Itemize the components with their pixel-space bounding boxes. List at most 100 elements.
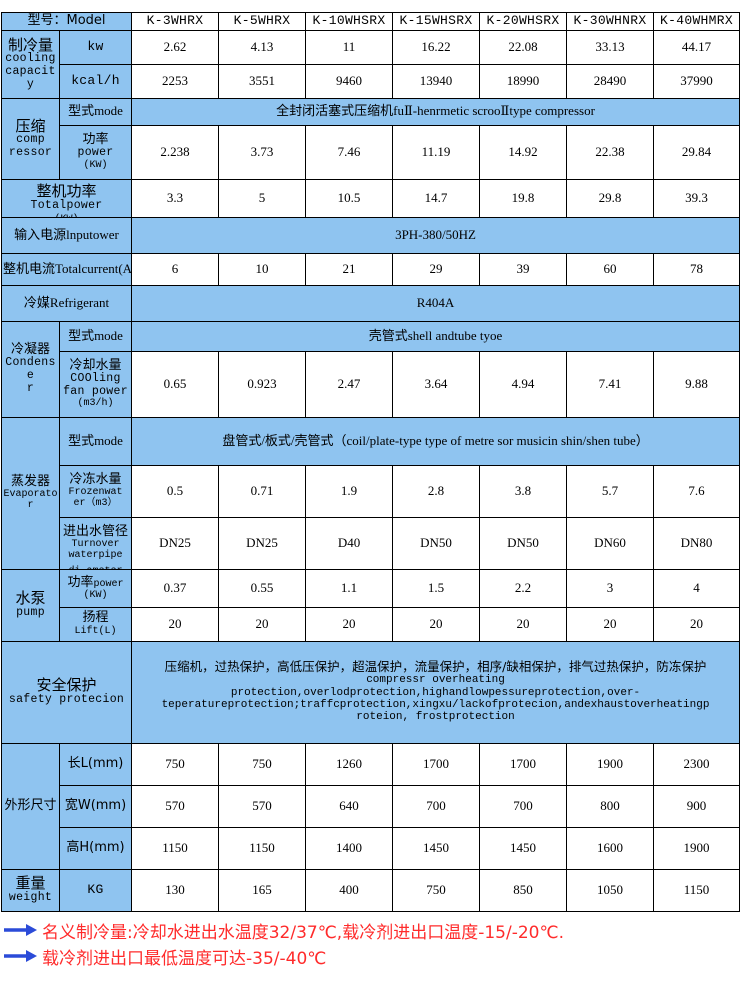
pump-power-2: 0.55 (218, 568, 307, 608)
evaporator-frozen-1: 0.5 (131, 464, 220, 518)
cooling-kcal-6: 28490 (566, 63, 655, 99)
pump-power-label: 功率power (KW) (58, 568, 133, 608)
pump-lift-label-en: Lift(L) (74, 625, 117, 637)
evaporator-pipe-label-en3: di ameter (61, 566, 131, 568)
evaporator-mode-label: 型式mode (58, 416, 133, 466)
total-current-label: 整机电流Totalcurrent(A) (0, 252, 133, 286)
total-current-3: 21 (305, 252, 394, 286)
table-row-total-power: 整机功率 Totalpower (KW) 3.3 5 10.5 14.7 19.… (0, 178, 740, 218)
pump-power-3: 1.1 (305, 568, 394, 608)
evaporator-pipe-label-en2: waterpipe (68, 550, 123, 562)
table-row-cooling-kcal: kcal/h 2253 3551 9460 13940 18990 28490 … (2, 63, 740, 99)
condenser-water-label-unit: (m3/h) (77, 398, 114, 410)
cooling-kw-2: 4.13 (218, 29, 307, 65)
evaporator-frozen-label: 冷冻水量 Frozenwat er（m3） (58, 464, 133, 518)
weight-7: 1150 (653, 868, 740, 912)
table-row-evaporator-mode: 蒸发器 Evaporato r 型式mode 盘管式/板式/壳管式（coil/p… (1, 416, 740, 570)
cooling-unit-kw: kw (58, 29, 133, 65)
footnote-text-2: 载冷剂进出口最低温度可达-35/-40℃ (42, 948, 327, 969)
total-current-7: 78 (653, 252, 740, 286)
safety-text-en-2: protection,overlodprotection,highandlowp… (230, 686, 641, 699)
compressor-mode-value: 全封闭活塞式压缩机fuⅡ-henrmetic scrooⅡtype compre… (131, 97, 740, 126)
dimension-height-2: 1150 (218, 826, 307, 870)
table-row-dimension-length: 外形尺寸 长L(mm) 750 750 1260 1700 1700 1900 … (1, 742, 740, 870)
footnote-row-1: 名义制冷量:冷却水进出水温度32/37℃,载冷剂进出口温度-15/-20℃. (4, 918, 740, 943)
refrigerant-value: R404A (131, 284, 740, 322)
condenser-label-cn: 冷凝器 (10, 341, 50, 357)
dimension-length-1: 750 (131, 742, 220, 786)
pump-power-1: 0.37 (131, 568, 220, 608)
compressor-label-cn: 压缩 (15, 116, 46, 135)
evaporator-pipe-label: 进出水管径 Turnover waterpipe di ameter (58, 516, 133, 570)
table-row-pump-lift: 扬程 Lift(L) 20 20 20 20 20 20 20 (2, 606, 740, 642)
model-cell-6: K-30WHNRX (566, 12, 655, 31)
input-power-value: 3PH-380/50HZ (131, 216, 740, 254)
weight-4: 750 (392, 868, 481, 912)
dimension-height-5: 1450 (479, 826, 568, 870)
condenser-water-label-en2: fan power (63, 384, 128, 398)
evaporator-pipe-5: DN50 (479, 516, 568, 570)
evaporator-frozen-7: 7.6 (653, 464, 740, 518)
total-power-label-cn: 整机功率 (36, 182, 97, 201)
safety-text-en-4: roteion, frostprotection (356, 711, 515, 724)
compressor-power-3: 7.46 (305, 124, 394, 180)
evaporator-pipe-2: DN25 (218, 516, 307, 570)
pump-label-cn: 水泵 (15, 589, 46, 608)
pump-power-label-cn: 功率 (67, 574, 94, 590)
cooling-kcal-5: 18990 (479, 63, 568, 99)
pump-power-label-unit: (KW) (83, 590, 108, 602)
pump-power-label-en: power (93, 578, 124, 590)
dimension-length-6: 1900 (566, 742, 655, 786)
model-cell-3: K-10WHSRX (305, 12, 394, 31)
model-cell-1: K-3WHRX (131, 12, 220, 31)
evaporator-pipe-label-en1: Turnover (71, 539, 120, 551)
evaporator-pipe-label-cn: 进出水管径 (63, 523, 129, 539)
evaporator-frozen-2: 0.71 (218, 464, 307, 518)
model-cell-2: K-5WHRX (218, 12, 307, 31)
condenser-water-label-cn: 冷却水量 (69, 357, 122, 373)
dimensions-label: 外形尺寸 (1, 742, 60, 870)
safety-text-cn: 压缩机，过热保护，高低压保护，超温保护，流量保护，相序/缺相保护，排气过热保护，… (164, 659, 707, 675)
compressor-power-label-en: power (77, 146, 114, 160)
pump-lift-7: 20 (653, 606, 740, 642)
table-row-model-header: 型号：Model K-3WHRX K-5WHRX K-10WHSRX K-15W… (0, 12, 740, 31)
total-power-7: 39.3 (653, 178, 740, 218)
condenser-water-3: 2.47 (305, 350, 394, 418)
condenser-mode-value: 壳管式shell andtube tyoe (131, 320, 740, 352)
pump-power-7: 4 (653, 568, 740, 608)
compressor-power-7: 29.84 (653, 124, 740, 180)
cooling-kcal-3: 9460 (305, 63, 394, 99)
footnote-row-2: 载冷剂进出口最低温度可达-35/-40℃ (4, 944, 740, 969)
evaporator-pipe-4: DN50 (392, 516, 481, 570)
table-row-compressor-power: 功率 power (KW) 2.238 3.73 7.46 11.19 14.9… (2, 124, 740, 180)
table-row-cooling-kw: 制冷量 cooling capacity kw 2.62 4.13 11 16.… (1, 29, 740, 99)
cooling-kcal-1: 2253 (131, 63, 220, 99)
weight-6: 1050 (566, 868, 655, 912)
total-power-1: 3.3 (131, 178, 220, 218)
refrigerant-label: 冷媒Refrigerant (0, 284, 133, 322)
dimension-width-label: 宽W(mm) (58, 784, 133, 828)
compressor-label: 压缩 comp ressor (1, 97, 60, 180)
table-row-condenser-water: 冷却水量 COOling fan power (m3/h) 0.65 0.923… (2, 350, 740, 418)
evaporator-mode-value: 盘管式/板式/壳管式（coil/plate-type type of metre… (131, 416, 740, 466)
total-current-1: 6 (131, 252, 220, 286)
compressor-power-label: 功率 power (KW) (58, 124, 133, 180)
pump-lift-5: 20 (479, 606, 568, 642)
table-row-safety: 安全保护 safety protecion 压缩机，过热保护，高低压保护，超温保… (0, 640, 740, 744)
pump-lift-3: 20 (305, 606, 394, 642)
dimension-height-label: 高H(mm) (58, 826, 133, 870)
cooling-capacity-label-en: cooling capacity (5, 52, 56, 91)
safety-label-cn: 安全保护 (36, 676, 97, 695)
compressor-label-en1: comp (16, 133, 45, 147)
safety-text-en-3: teperatureprotection;traffcprotection,xi… (161, 699, 710, 712)
table-row-evaporator-frozen: 冷冻水量 Frozenwat er（m3） 0.5 0.71 1.9 2.8 3… (2, 464, 740, 518)
evaporator-frozen-4: 2.8 (392, 464, 481, 518)
evaporator-frozen-5: 3.8 (479, 464, 568, 518)
model-header-label: 型号：Model (0, 12, 133, 31)
total-power-label-unit: (KW) (3, 214, 131, 216)
dimension-height-4: 1450 (392, 826, 481, 870)
condenser-label: 冷凝器 Condense r (1, 320, 60, 418)
safety-label-en: safety protecion (8, 692, 125, 706)
compressor-power-label-cn: 功率 (82, 132, 109, 148)
compressor-power-label-unit: (KW) (83, 160, 108, 172)
